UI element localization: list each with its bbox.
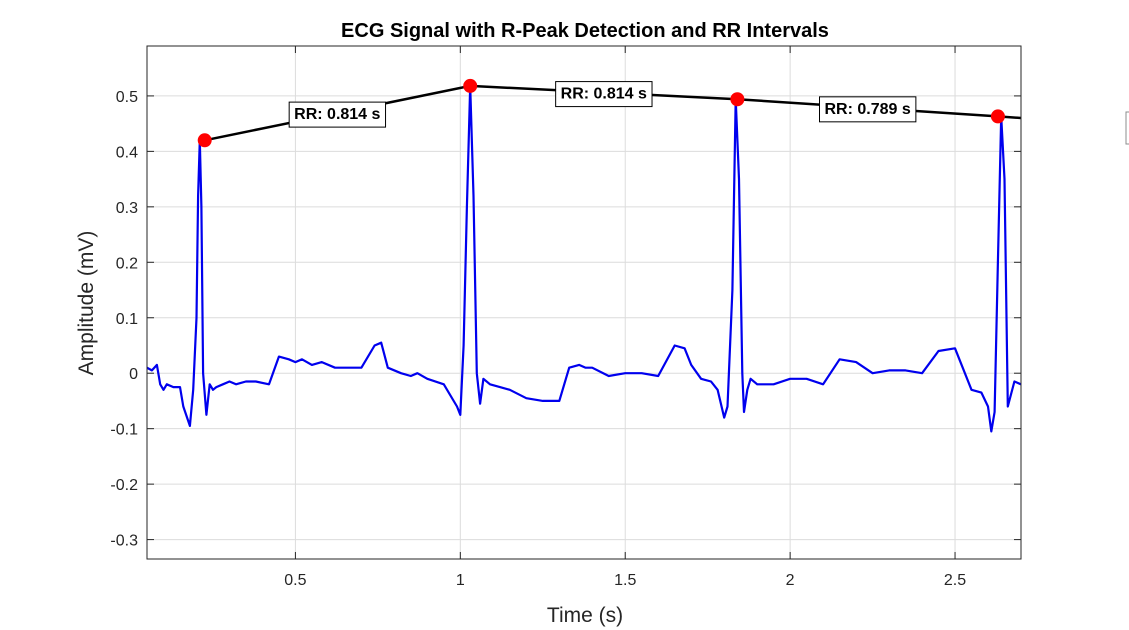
x-axis-ticks: 0.5 1 1.5 2 2.5 <box>284 46 966 589</box>
x-axis-label: Time (s) <box>547 604 623 627</box>
y-tick-label: 0.4 <box>116 144 138 161</box>
y-tick-label: 0.3 <box>116 200 138 217</box>
y-axis-label: Amplitude (mV) <box>75 231 98 376</box>
y-axis-ticks: -0.3 -0.2 -0.1 0 0.1 0.2 0.3 0.4 0.5 <box>110 89 1021 550</box>
rr-label-text: RR: 0.789 s <box>825 101 911 118</box>
y-tick-label: 0.1 <box>116 311 138 328</box>
x-tick-label: 2 <box>786 572 795 589</box>
rr-label-text: RR: 0.814 s <box>294 106 380 123</box>
y-tick-label: 0.2 <box>116 255 138 272</box>
legend-box-edge <box>1125 111 1129 145</box>
rr-label-box <box>819 96 917 123</box>
grid-x <box>294 46 956 559</box>
r-peak-marker <box>463 78 478 93</box>
ecg-signal-line <box>147 84 1021 433</box>
rr-label: RR: 0.814 s <box>555 81 653 108</box>
r-peak-marker <box>990 109 1005 124</box>
plot-content: RR: 0.814 s RR: 0.814 s RR: 0.789 s <box>147 78 1021 433</box>
chart-title: ECG Signal with R-Peak Detection and RR … <box>341 20 829 42</box>
r-peak-marker <box>730 92 745 107</box>
rr-label-text: RR: 0.814 s <box>561 86 647 103</box>
plot-area: RR: 0.814 s RR: 0.814 s RR: 0.789 s 0.5 1 1.… <box>110 45 1022 589</box>
x-tick-label: 1.5 <box>614 572 636 589</box>
y-tick-label: -0.1 <box>110 422 138 439</box>
rr-label-box <box>555 81 653 108</box>
axes-box <box>146 45 1022 560</box>
y-tick-label: -0.2 <box>110 477 138 494</box>
rr-label: RR: 0.814 s <box>288 101 387 128</box>
y-tick-label: -0.3 <box>110 533 138 550</box>
rr-label: RR: 0.789 s <box>819 96 917 123</box>
rr-label-box <box>288 101 387 128</box>
x-tick-label: 0.5 <box>284 572 306 589</box>
plot-background <box>147 46 1021 559</box>
x-tick-label: 2.5 <box>944 572 966 589</box>
y-tick-label: 0 <box>129 366 138 383</box>
r-peak-marker <box>197 133 212 148</box>
y-tick-label: 0.5 <box>116 89 138 106</box>
x-tick-label: 1 <box>456 572 465 589</box>
